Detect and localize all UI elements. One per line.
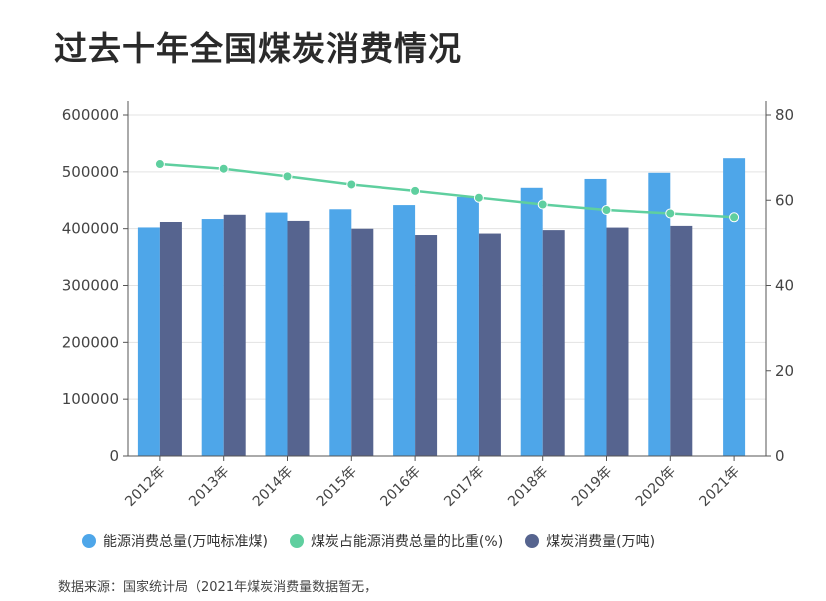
bar-energy-total: [584, 178, 607, 456]
x-tick-label: 2019年: [569, 464, 615, 510]
bar-coal-consumption: [351, 228, 374, 456]
y-left-tick-label: 300000: [62, 277, 119, 295]
point-coal-share: [665, 208, 676, 219]
x-tick-label: 2017年: [441, 464, 487, 510]
bar-energy-total: [137, 227, 160, 456]
bar-energy-total: [265, 212, 288, 456]
bar-energy-total: [329, 209, 352, 456]
bar-coal-consumption: [159, 222, 182, 456]
y-left-tick-label: 0: [109, 447, 119, 465]
x-tick-label: 2021年: [697, 464, 743, 510]
bar-coal-consumption: [223, 214, 246, 456]
point-coal-share: [729, 212, 740, 223]
point-coal-share: [537, 199, 548, 210]
x-tick-label: 2013年: [186, 464, 232, 510]
y-right-tick-label: 20: [775, 362, 794, 380]
bar-energy-total: [393, 205, 416, 456]
legend-swatch-coal-share: [289, 534, 304, 548]
bar-energy-total: [201, 219, 224, 456]
y-right-tick-label: 40: [775, 277, 794, 295]
x-tick-label: 2014年: [250, 464, 296, 510]
point-coal-share: [473, 192, 484, 203]
point-coal-share: [218, 163, 229, 174]
legend-item-coal-consumption[interactable]: 煤炭消费量(万吨): [525, 531, 655, 551]
y-left-tick-label: 500000: [62, 163, 119, 181]
bar-coal-consumption: [287, 220, 310, 456]
legend-item-coal-share[interactable]: 煤炭占能源消费总量的比重(%): [289, 531, 504, 551]
y-right-tick-label: 80: [775, 106, 794, 124]
y-left-tick-label: 200000: [62, 333, 119, 351]
x-tick-label: 2012年: [122, 464, 168, 510]
legend-label-coal-consumption: 煤炭消费量(万吨): [546, 534, 656, 550]
point-coal-share: [282, 171, 293, 182]
y-right-tick-label: 60: [775, 191, 794, 209]
bar-energy-total: [456, 196, 479, 456]
bar-energy-total: [520, 187, 543, 456]
bar-coal-consumption: [415, 235, 438, 456]
point-coal-share: [154, 159, 165, 170]
chart-title: 过去十年全国煤炭消费情况: [54, 29, 462, 68]
legend-swatch-coal-consumption: [525, 534, 540, 548]
legend-swatch-energy-total: [82, 534, 96, 548]
legend-label-coal-share: 煤炭占能源消费总量的比重(%): [310, 534, 504, 550]
y-right-tick-label: 0: [775, 447, 785, 465]
y-left-tick-label: 400000: [62, 220, 119, 238]
data-source-note: 数据来源：国家统计局（2021年煤炭消费量数据暂无，: [58, 580, 378, 595]
point-coal-share: [410, 185, 421, 196]
legend-label-energy-total: 能源消费总量(万吨标准煤): [103, 534, 268, 550]
y-left-tick-label: 600000: [62, 106, 119, 124]
line-coal-share: [159, 162, 735, 219]
bar-coal-consumption: [670, 225, 693, 456]
point-coal-share: [346, 179, 357, 190]
x-tick-label: 2015年: [314, 464, 360, 510]
y-left-tick-label: 100000: [62, 390, 119, 408]
point-coal-share: [601, 205, 612, 216]
bar-coal-consumption: [478, 233, 501, 456]
x-tick-label: 2020年: [633, 464, 679, 510]
bar-energy-total: [723, 158, 746, 456]
chart-legend: 能源消费总量(万吨标准煤) 煤炭占能源消费总量的比重(%) 煤炭消费量(万吨): [82, 531, 677, 551]
bar-coal-consumption: [542, 230, 565, 456]
bar-coal-consumption: [606, 227, 629, 456]
bar-energy-total: [648, 172, 671, 456]
x-tick-label: 2016年: [378, 464, 424, 510]
legend-item-energy-total[interactable]: 能源消费总量(万吨标准煤): [82, 531, 268, 551]
x-tick-label: 2018年: [505, 464, 551, 510]
